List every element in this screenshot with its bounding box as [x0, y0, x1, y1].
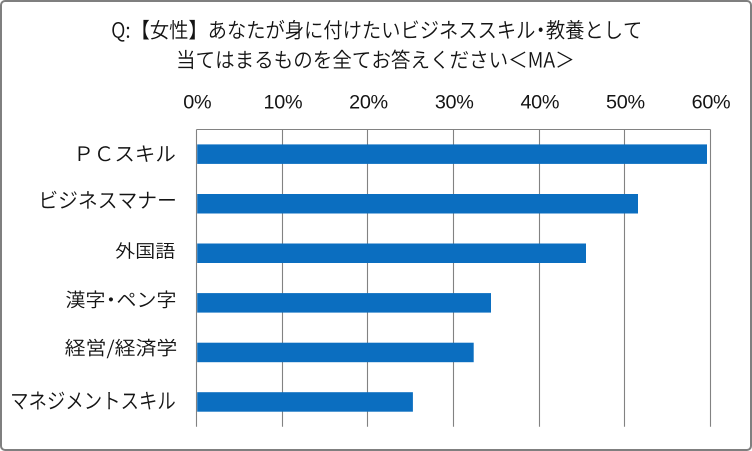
svg-text:10%: 10% — [264, 92, 303, 114]
svg-text:20%: 20% — [349, 92, 388, 114]
svg-text:40%: 40% — [520, 92, 559, 114]
svg-text:30%: 30% — [435, 92, 474, 114]
svg-text:60%: 60% — [692, 92, 731, 114]
svg-text:0%: 0% — [183, 92, 211, 114]
svg-text:50%: 50% — [606, 92, 645, 114]
